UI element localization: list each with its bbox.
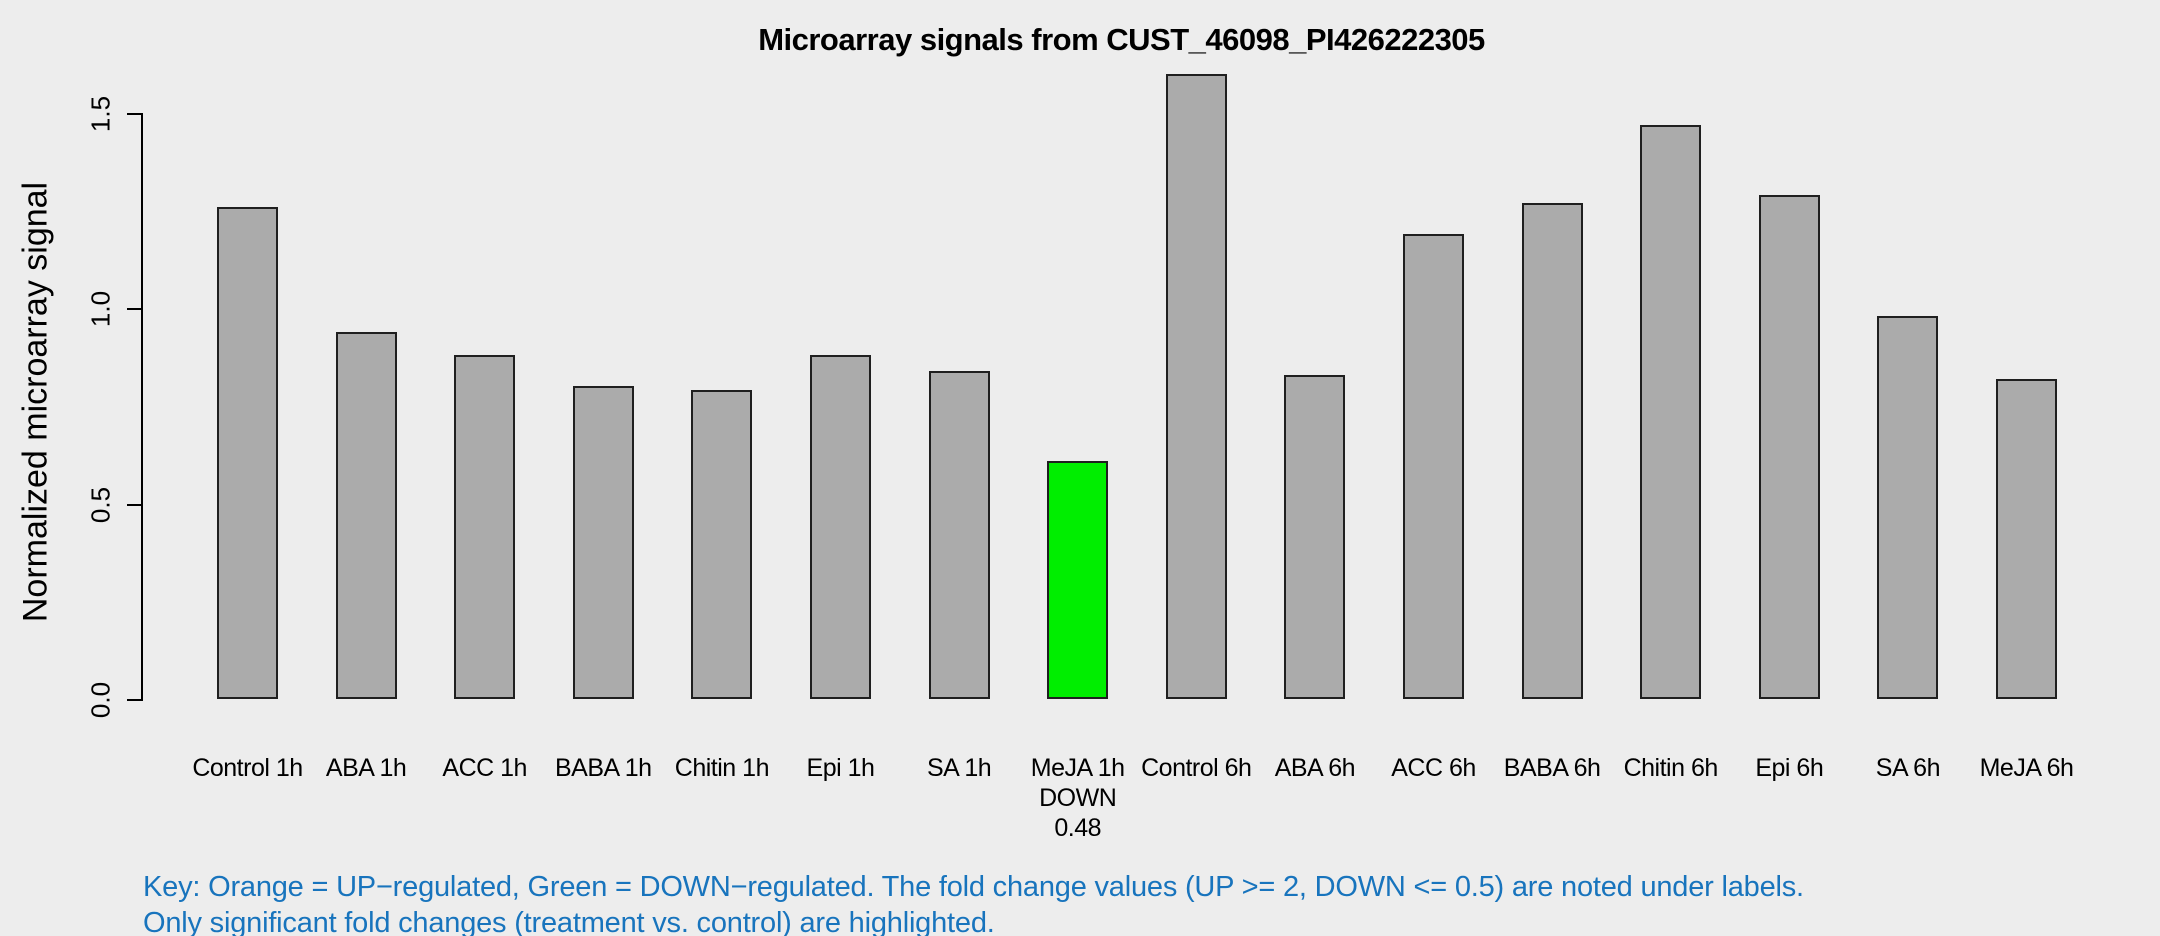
x-label-sa-1h: SA 1h [864,753,1054,783]
y-tick [127,503,141,506]
bar-sa-1h [928,370,990,699]
x-label-text: ACC 6h [1391,754,1476,782]
x-label-text: Epi 1h [806,754,875,782]
key-line-1: Key: Orange = UP−regulated, Green = DOWN… [143,871,1804,903]
x-label-acc-1h: ACC 1h [390,753,580,783]
bar-chitin-1h [691,390,753,699]
bar-baba-6h [1521,202,1583,699]
x-label-meja-1h: MeJA 1h DOWN 0.48 [983,753,1173,843]
x-label-text: Chitin 1h [674,754,770,782]
x-label-text: MeJA 6h [1979,754,2074,782]
key-line-2: Only significant fold changes (treatment… [143,907,995,936]
x-label-aba-1h: ABA 1h [271,753,461,783]
x-label-chitin-1h: Chitin 1h [627,753,817,783]
x-label-chitin-6h: Chitin 6h [1576,753,1766,783]
y-tick-label: 0.5 [85,486,116,523]
bar-sa-6h [1877,316,1939,699]
y-tick-label: 1.0 [85,291,116,328]
x-label-control-1h: Control 1h [153,753,343,783]
x-label-text: BABA 6h [1503,754,1601,782]
bar-acc-6h [1403,234,1464,699]
x-label-meja-6h: MeJA 6h [1932,753,2122,783]
bar-aba-1h [335,331,397,699]
fold-change-value: 0.48 [1054,814,1102,842]
bar-aba-6h [1284,374,1346,699]
bar-meja-1h [1047,460,1109,699]
x-label-text: Chitin 6h [1623,754,1719,782]
bar-chitin-6h [1640,124,1702,699]
x-label-text: BABA 1h [555,754,652,782]
x-label-text: Epi 6h [1755,754,1824,782]
x-label-baba-6h: BABA 6h [1457,753,1647,783]
bar-control-6h [1165,73,1227,699]
x-label-text: Control 6h [1141,754,1252,782]
bar-acc-1h [454,355,516,699]
bar-epi-1h [810,355,871,699]
x-label-control-6h: Control 6h [1101,753,1291,783]
y-tick [127,699,141,701]
x-label-text: ACC 1h [442,754,527,782]
x-label-aba-6h: ABA 6h [1220,753,1410,783]
fold-regulation-label: DOWN [1039,784,1117,812]
y-tick-label: 1.5 [85,95,116,133]
bar-control-1h [217,206,278,699]
x-label-sa-6h: SA 6h [1813,753,2003,783]
key-note: Key: Orange = UP−regulated, Green = DOWN… [143,869,1804,936]
y-axis-line [141,112,143,701]
x-label-epi-6h: Epi 6h [1694,753,1884,783]
y-tick-label: 0.0 [85,681,116,719]
bar-epi-6h [1758,194,1820,699]
y-tick [127,308,141,311]
y-axis-title: Normalized microarray signal [16,181,55,623]
x-label-text: ABA 6h [1274,754,1356,782]
bar-baba-1h [572,386,634,699]
x-label-text: ABA 1h [325,754,407,782]
x-label-baba-1h: BABA 1h [508,753,698,783]
x-label-text: SA 6h [1875,754,1941,782]
bar-meja-6h [1996,378,2057,699]
x-label-epi-1h: Epi 1h [746,753,936,783]
x-label-text: MeJA 1h [1030,754,1125,782]
x-label-text: Control 1h [192,754,303,782]
y-tick [127,112,141,115]
chart-title: Microarray signals from CUST_46098_PI426… [758,22,1485,57]
x-label-text: SA 1h [926,754,992,782]
x-label-acc-6h: ACC 6h [1339,753,1529,783]
